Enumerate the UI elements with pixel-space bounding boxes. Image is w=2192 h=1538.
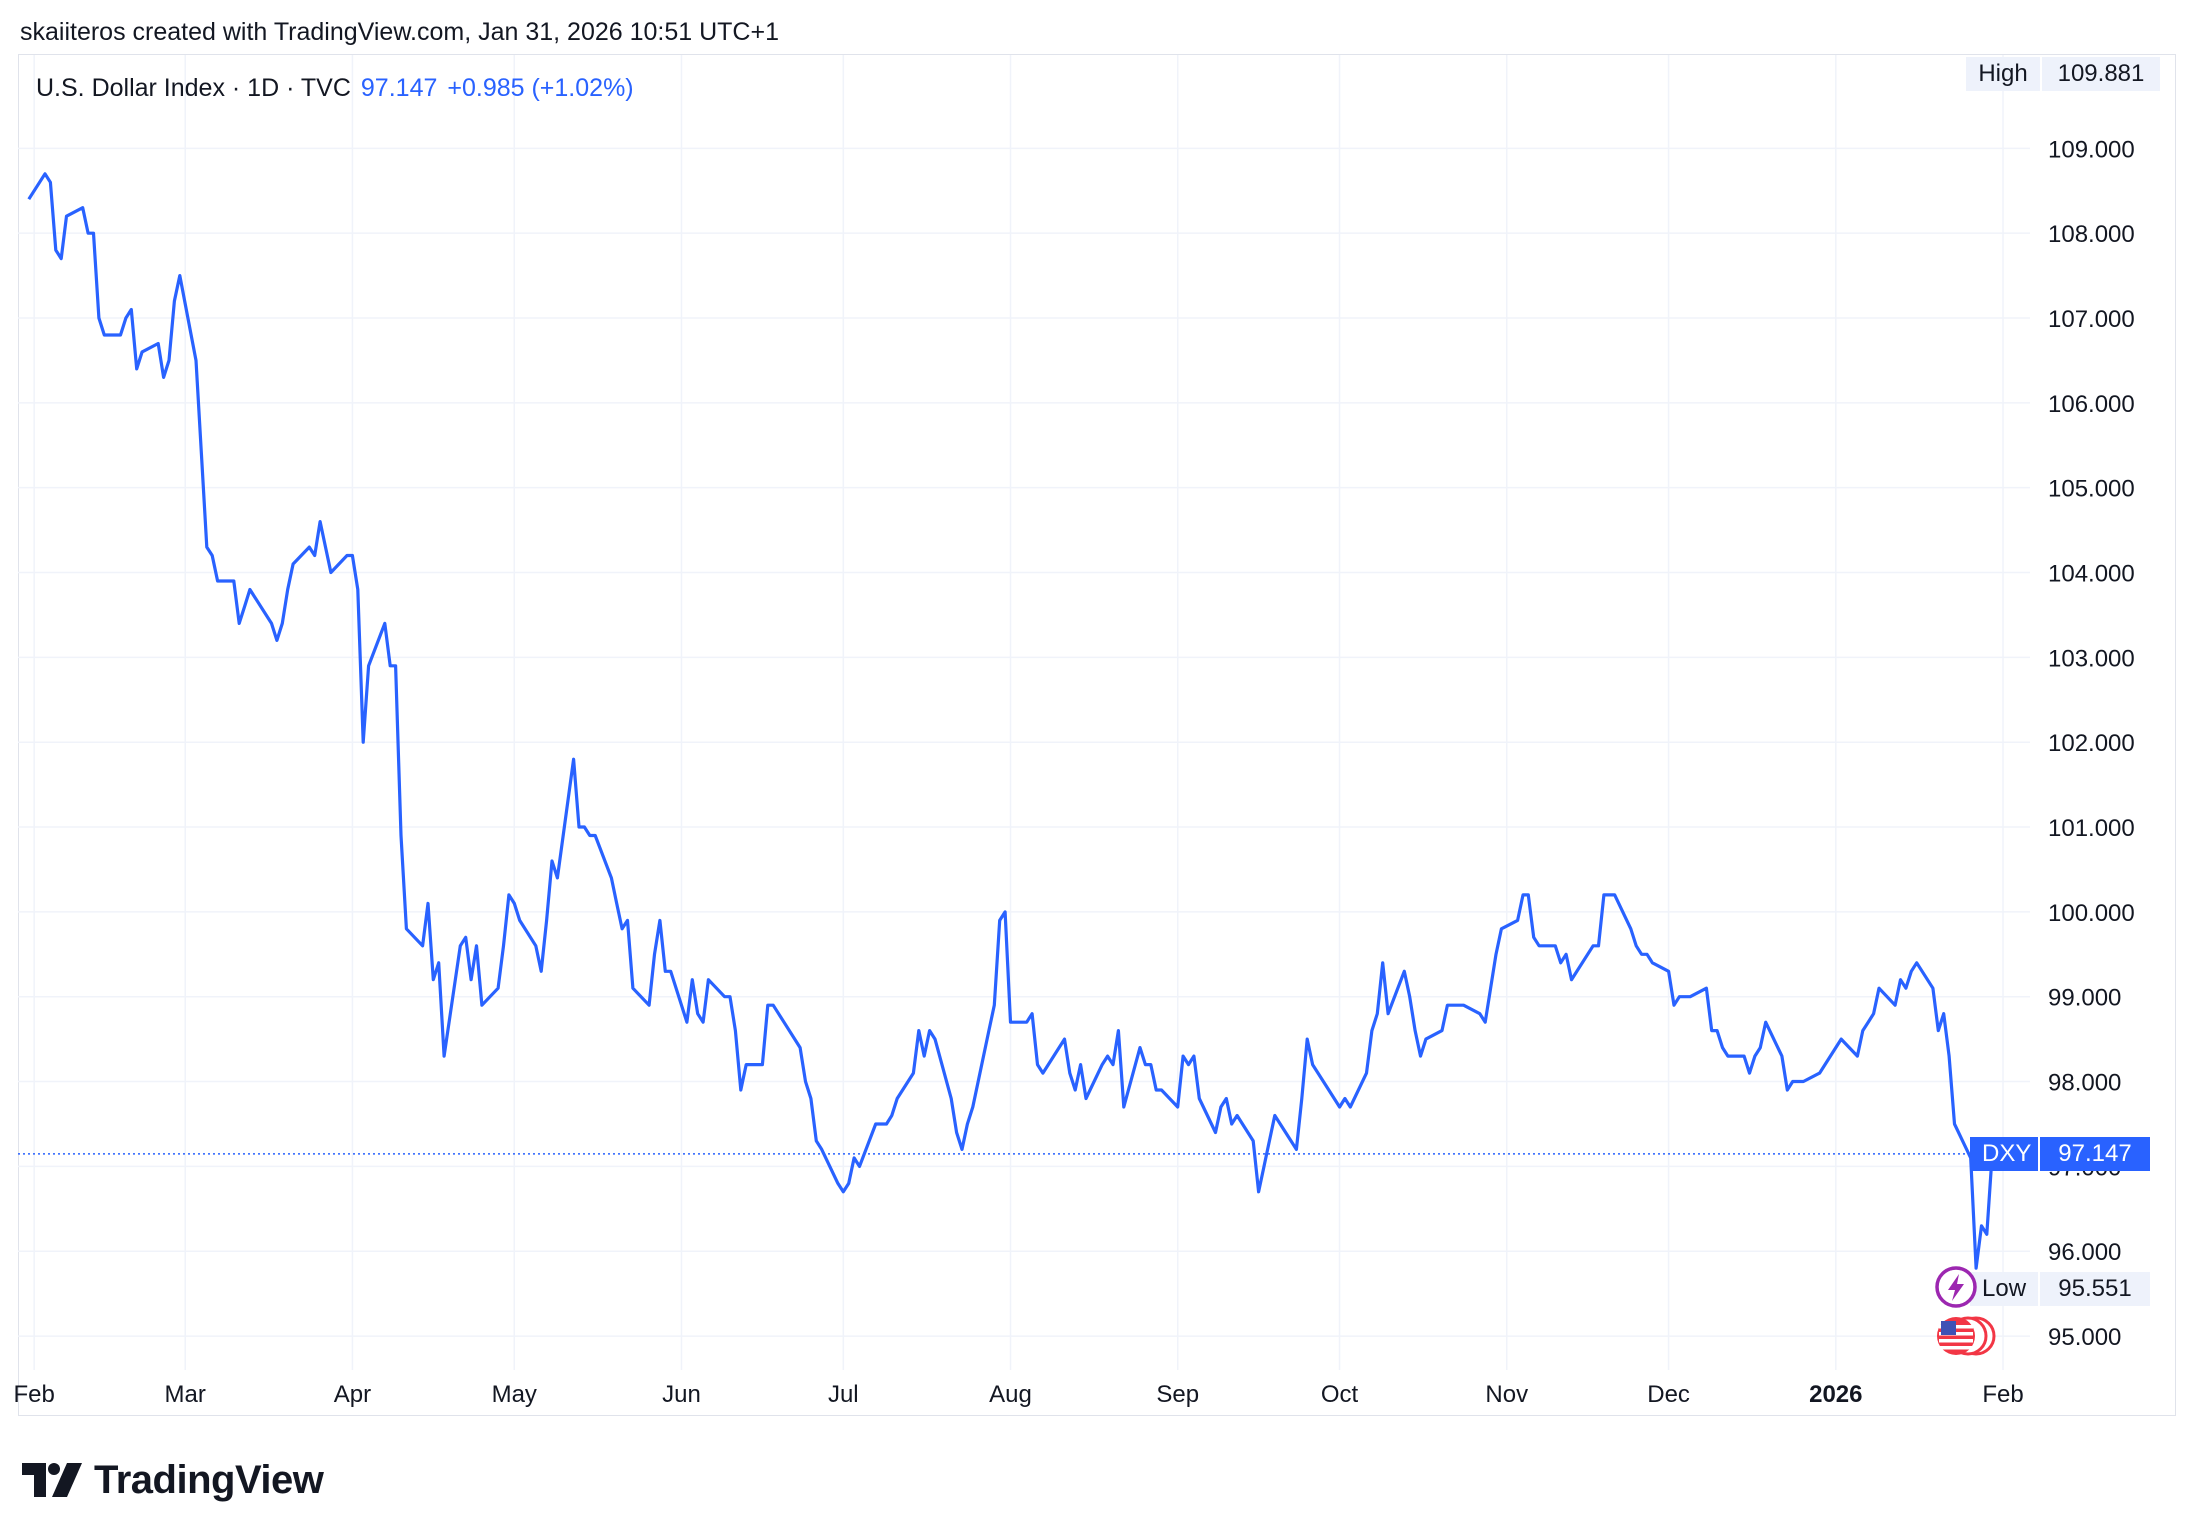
tradingview-wordmark: TradingView bbox=[94, 1457, 324, 1502]
low-tag-label: Low bbox=[1970, 1272, 2038, 1307]
attribution-text: skaiiteros created with TradingView.com,… bbox=[20, 18, 779, 46]
y-tick-label: 99.000 bbox=[2048, 985, 2121, 1012]
us-flag-event-icon[interactable] bbox=[1937, 1316, 1996, 1356]
high-tag-label: High bbox=[1966, 56, 2040, 91]
legend-last-value: 97.147 bbox=[360, 74, 438, 102]
x-tick-label: Apr bbox=[334, 1381, 371, 1408]
lightning-event-icon[interactable] bbox=[1935, 1266, 1977, 1308]
y-tick-label: 101.000 bbox=[2048, 815, 2135, 842]
low-tag-value: 95.551 bbox=[2040, 1272, 2150, 1307]
x-axis: Feb Mar Apr May Jun Jul Aug Sep Oct Nov Dec 2026 Feb bbox=[14, 1381, 2024, 1408]
tradingview-logo[interactable]: TradingView bbox=[22, 1457, 324, 1502]
chart-frame[interactable] bbox=[18, 54, 2176, 1416]
y-tick-label: 105.000 bbox=[2048, 476, 2135, 503]
legend-symbol[interactable]: U.S. Dollar Index · 1D · TVC bbox=[36, 74, 351, 102]
y-tick-label: 102.000 bbox=[2048, 730, 2135, 757]
x-tick-label: Feb bbox=[14, 1381, 55, 1408]
x-tick-label: 2026 bbox=[1809, 1381, 1862, 1408]
x-tick-label: Jun bbox=[662, 1381, 701, 1408]
y-tick-label: 98.000 bbox=[2048, 1070, 2121, 1097]
tradingview-logo-icon bbox=[22, 1463, 82, 1497]
x-tick-label: Mar bbox=[165, 1381, 206, 1408]
grid-layer bbox=[18, 55, 2030, 1370]
x-tick-label: Oct bbox=[1321, 1381, 1359, 1408]
y-tick-label: 106.000 bbox=[2048, 391, 2135, 418]
price-chart[interactable]: 95.00096.00097.00098.00099.000100.000101… bbox=[0, 0, 2192, 1440]
x-tick-label: Nov bbox=[1485, 1381, 1528, 1408]
x-tick-label: Sep bbox=[1156, 1381, 1199, 1408]
y-tick-label: 109.000 bbox=[2048, 136, 2135, 163]
event-icons[interactable] bbox=[1930, 1262, 2020, 1362]
y-tick-label: 100.000 bbox=[2048, 900, 2135, 927]
last-tag-value: 97.147 bbox=[2040, 1136, 2150, 1171]
y-tick-label: 108.000 bbox=[2048, 221, 2135, 248]
y-tick-label: 107.000 bbox=[2048, 306, 2135, 333]
x-tick-label: Jul bbox=[828, 1381, 859, 1408]
y-tick-label: 95.000 bbox=[2048, 1324, 2121, 1351]
y-tick-label: 104.000 bbox=[2048, 561, 2135, 588]
x-tick-label: Dec bbox=[1647, 1381, 1690, 1408]
chart-legend[interactable]: U.S. Dollar Index · 1D · TVC 97.147 +0.985… bbox=[36, 74, 634, 103]
y-tick-label: 96.000 bbox=[2048, 1239, 2121, 1266]
x-tick-label: Aug bbox=[989, 1381, 1032, 1408]
dxy-line[interactable] bbox=[27, 172, 1994, 1270]
y-tick-label: 103.000 bbox=[2048, 645, 2135, 672]
x-tick-label: May bbox=[492, 1381, 537, 1408]
line-layer bbox=[18, 172, 2030, 1270]
x-tick-label: Feb bbox=[1982, 1381, 2023, 1408]
legend-change: +0.985 (+1.02%) bbox=[447, 74, 634, 102]
high-tag-value: 109.881 bbox=[2042, 56, 2160, 91]
last-tag-label: DXY bbox=[1970, 1136, 2038, 1171]
